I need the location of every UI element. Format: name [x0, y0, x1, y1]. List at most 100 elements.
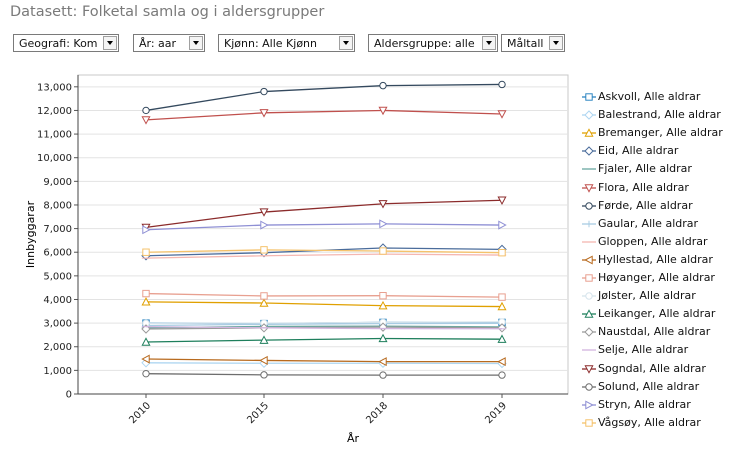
data-point — [498, 80, 506, 89]
y-tick-label: 5,000 — [43, 271, 72, 282]
legend-swatch — [582, 364, 596, 374]
legend-swatch — [582, 201, 596, 210]
chevron-down-icon[interactable] — [339, 36, 353, 50]
data-point — [498, 371, 506, 379]
legend-item[interactable]: Balestrand, Alle aldrar — [582, 108, 730, 126]
y-tick-label: 11,000 — [37, 130, 72, 141]
series-line — [145, 358, 502, 363]
legend-swatch — [582, 274, 596, 282]
data-point — [259, 208, 269, 217]
legend-item[interactable]: Naustdal, Alle aldrar — [582, 325, 730, 343]
aar-select[interactable]: År: aar — [133, 34, 205, 52]
data-point — [497, 357, 506, 367]
kjonn-select[interactable]: Kjønn: Alle Kjønn — [218, 34, 355, 52]
legend-swatch-marker — [585, 292, 593, 300]
legend-label: Gaular, Alle aldrar — [598, 216, 699, 230]
data-point — [260, 87, 268, 96]
legend-swatch — [582, 309, 596, 318]
chevron-down-icon[interactable] — [189, 36, 203, 50]
legend-swatch — [582, 128, 596, 137]
legend-swatch-marker — [585, 419, 593, 427]
data-point — [379, 371, 387, 379]
series-line — [145, 326, 503, 330]
legend-item[interactable]: Gaular, Alle aldrar — [582, 217, 730, 235]
series-9 — [141, 354, 506, 367]
legend-item[interactable]: Stryn, Alle aldrar — [582, 398, 730, 416]
series-15 — [141, 196, 507, 233]
data-point — [141, 116, 151, 125]
legend-item[interactable]: Askvoll, Alle aldrar — [582, 90, 730, 108]
chevron-down-icon[interactable] — [482, 36, 496, 50]
aldersgruppe-select[interactable]: Aldersgruppe: alle — [368, 34, 498, 52]
series-line — [145, 326, 503, 330]
legend-swatch — [582, 292, 596, 300]
y-axis-title: Innbyggarar — [24, 200, 37, 268]
y-tick-label: 6,000 — [43, 248, 72, 259]
page-title: Datasett: Folketal samla og i aldersgrup… — [10, 4, 325, 20]
data-point — [497, 110, 507, 119]
legend-item[interactable]: Førde, Alle aldrar — [582, 199, 730, 217]
data-point — [378, 333, 388, 343]
data-point — [378, 357, 387, 367]
legend-swatch — [582, 419, 596, 427]
data-point — [141, 297, 151, 306]
data-point — [497, 196, 507, 205]
legend-item[interactable]: Hyllestad, Alle aldrar — [582, 253, 730, 271]
y-tick-label: 9,000 — [43, 177, 72, 188]
series-12 — [141, 333, 507, 346]
y-tick-label: 0 — [66, 390, 72, 401]
legend-swatch — [582, 382, 596, 391]
legend-label: Naustdal, Alle aldrar — [598, 325, 711, 339]
legend-item[interactable]: Bremanger, Alle aldrar — [582, 126, 730, 144]
legend-swatch-marker — [584, 183, 594, 193]
legend-swatch-marker — [584, 327, 594, 338]
chevron-down-icon[interactable] — [549, 36, 563, 50]
series-line — [145, 337, 503, 343]
legend-item[interactable]: Sogndal, Alle aldrar — [582, 362, 730, 380]
data-point — [142, 369, 150, 378]
legend-swatch — [582, 220, 596, 227]
legend-swatch-marker — [585, 93, 593, 101]
data-point — [378, 200, 388, 209]
geografi-select[interactable]: Geografi: Kom — [13, 34, 119, 52]
series-18 — [142, 246, 506, 257]
legend-item[interactable]: Selje, Alle aldrar — [582, 343, 730, 361]
legend-swatch — [582, 93, 596, 101]
line-chart: 0 1,000 2,000 3,000 4,000 5,000 6,000 7,000 8,00… — [24, 74, 569, 445]
y-tick-label: 8,000 — [43, 200, 72, 211]
legend-label: Hyllestad, Alle aldrar — [598, 252, 713, 266]
x-tick-label: 2018 — [364, 400, 390, 426]
legend-item[interactable]: Vågsøy, Alle aldrar — [582, 416, 730, 434]
data-point — [379, 247, 387, 255]
kjonn-select-label: Kjønn: Alle Kjønn — [224, 37, 317, 50]
legend-item[interactable]: Høyanger, Alle aldrar — [582, 271, 730, 289]
legend-swatch-marker — [585, 382, 593, 391]
legend-item[interactable]: Solund, Alle aldrar — [582, 380, 730, 398]
legend-swatch — [582, 241, 596, 243]
legend-label: Askvoll, Alle aldrar — [598, 90, 701, 103]
x-tick-label: 2019 — [483, 400, 509, 426]
legend-item[interactable]: Leikanger, Alle aldrar — [582, 307, 730, 325]
legend-item[interactable]: Fjaler, Alle aldrar — [582, 162, 730, 180]
legend-swatch — [582, 146, 596, 157]
legend-item[interactable]: Gloppen, Alle aldrar — [582, 235, 730, 253]
series-13 — [141, 322, 507, 334]
legend-swatch-marker — [585, 201, 593, 210]
legend-item[interactable]: Eid, Alle aldrar — [582, 144, 730, 162]
maltall-select[interactable]: Måltall — [501, 34, 565, 52]
legend-label: Sogndal, Alle aldrar — [598, 361, 706, 375]
data-point — [260, 246, 268, 254]
legend-item[interactable]: Flora, Alle aldrar — [582, 181, 730, 199]
data-point — [141, 337, 151, 346]
series-line — [145, 373, 502, 376]
data-point — [498, 220, 507, 230]
legend-swatch-marker — [585, 274, 593, 282]
chevron-down-icon[interactable] — [103, 36, 117, 50]
data-point — [142, 289, 150, 298]
legend-item[interactable]: Jølster, Alle aldrar — [582, 289, 730, 307]
series-14 — [141, 326, 507, 330]
geografi-select-label: Geografi: Kom — [19, 37, 98, 50]
series-2 — [141, 297, 507, 311]
legend-swatch — [582, 255, 596, 265]
legend-swatch — [582, 183, 596, 193]
